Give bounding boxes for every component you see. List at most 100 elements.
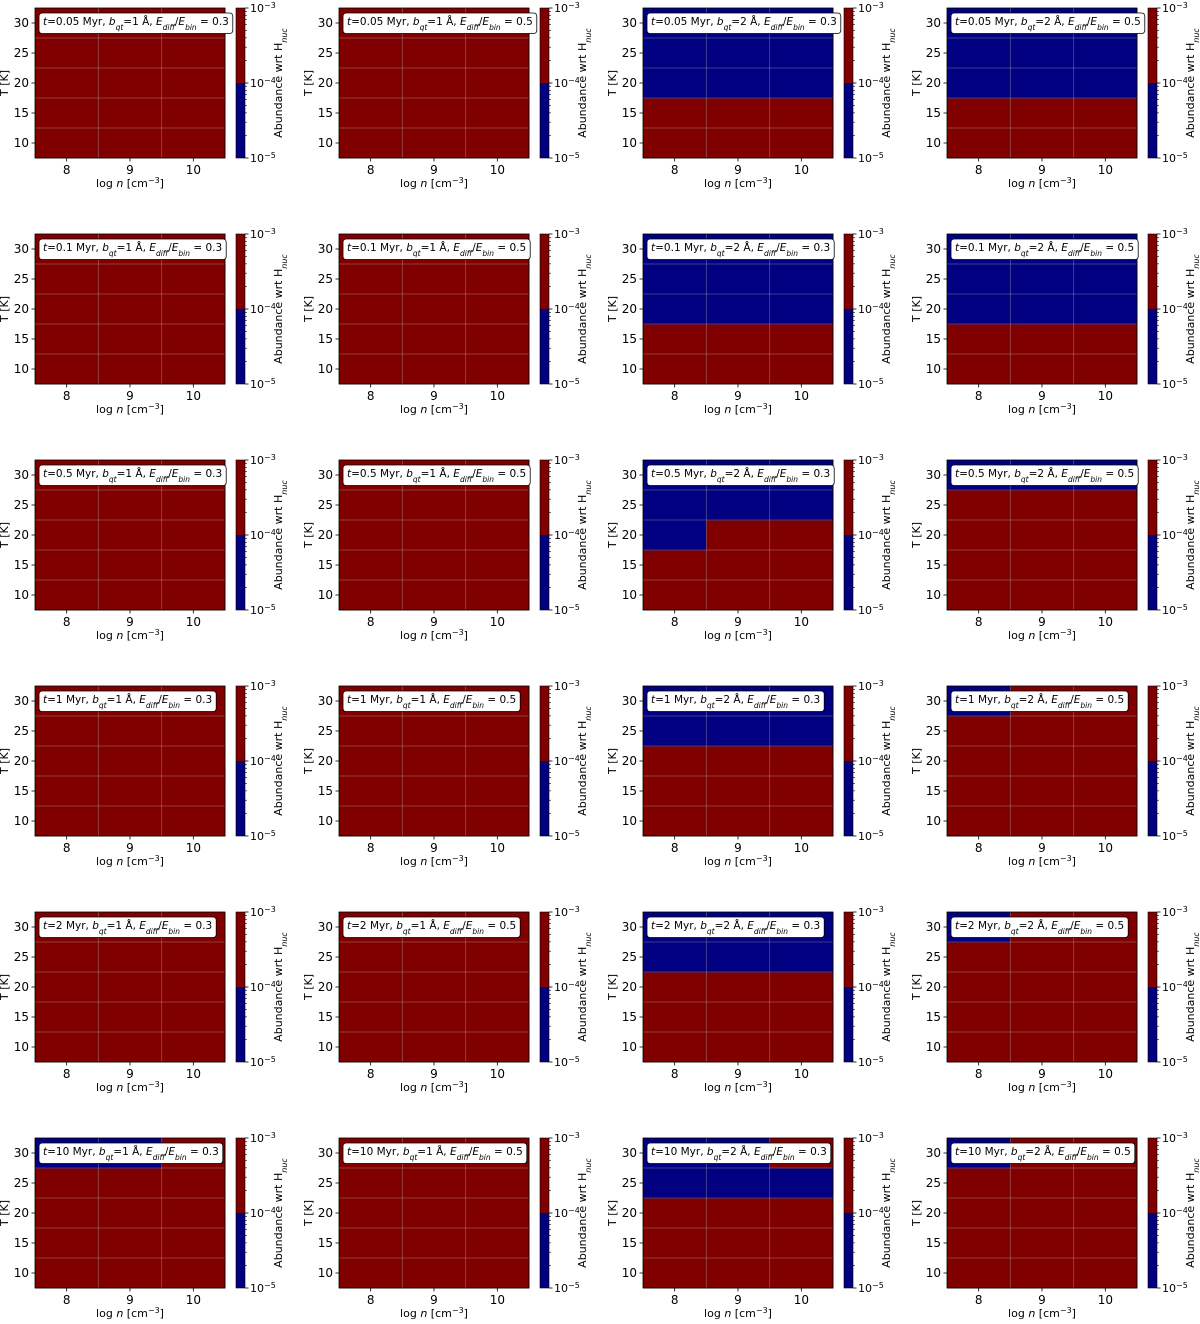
panel-title-box — [950, 238, 1139, 260]
panel-5: 8 9 10 10 15 20 25 30 log n [cm−3] T [K] t=0.1 Myr… — [0, 227, 289, 417]
heatmap-cell — [643, 68, 707, 99]
y-tick-label: 20 — [318, 528, 333, 542]
colorbar-segment-high — [1148, 8, 1157, 83]
heatmap-cell — [1010, 1228, 1075, 1259]
x-tick-label: 8 — [367, 1067, 375, 1081]
y-tick-label: 25 — [14, 950, 29, 964]
heatmap-cell — [98, 1032, 163, 1063]
y-tick-label: 15 — [14, 784, 29, 798]
heatmap-cell — [161, 490, 226, 521]
heatmap-cell — [402, 972, 467, 1003]
heatmap-cell — [706, 294, 771, 325]
panel-title: t=0.1 Myr, bqt=1 Å, Ediff/Ebin = 0.3 — [43, 241, 222, 258]
y-tick-label: 25 — [622, 272, 637, 286]
colorbar-tick-label: 10−3 — [1162, 227, 1188, 242]
heatmap-cell — [98, 580, 163, 611]
y-tick-label: 25 — [318, 272, 333, 286]
y-tick-label: 30 — [318, 694, 333, 708]
colorbar-tick-label: 10−4 — [858, 76, 884, 91]
y-axis-label: T [K] — [0, 70, 11, 97]
colorbar-segment-high — [540, 8, 549, 83]
colorbar-segment-high — [540, 912, 549, 987]
panel-title: t=0.1 Myr, bqt=2 Å, Ediff/Ebin = 0.3 — [651, 241, 830, 258]
heatmap-cell — [1073, 746, 1138, 777]
y-tick-label: 20 — [622, 302, 637, 316]
heatmap-cell — [769, 1002, 834, 1033]
colorbar: 10−3 10−4 10−5 Abundance wrt Hnuc — [843, 905, 897, 1069]
panel-title: t=2 Myr, bqt=2 Å, Ediff/Ebin = 0.5 — [955, 919, 1124, 936]
colorbar: 10−3 10−4 10−5 Abundance wrt Hnuc — [539, 1131, 593, 1295]
heatmap-cell — [1010, 38, 1075, 69]
colorbar-tick-label: 10−5 — [1162, 603, 1188, 618]
heatmap-cell — [769, 776, 834, 807]
colorbar-segment-low — [1148, 987, 1157, 1062]
heatmap-cell — [339, 972, 403, 1003]
heatmap-cell — [35, 776, 99, 807]
colorbar-tick-label: 10−5 — [1162, 829, 1188, 844]
panel-4: 8 9 10 10 15 20 25 30 log n [cm−3] T [K] t=0.05 My… — [910, 1, 1200, 191]
x-tick-label: 9 — [430, 1293, 438, 1307]
heatmap-cell — [402, 1228, 467, 1259]
y-tick-label: 30 — [318, 920, 333, 934]
y-tick-label: 30 — [926, 920, 941, 934]
x-tick-label: 8 — [671, 1067, 679, 1081]
y-tick-label: 25 — [926, 724, 941, 738]
heatmap-cell — [1073, 520, 1138, 551]
colorbar-label: Abundance wrt Hnuc — [880, 706, 897, 816]
heatmap-cell — [769, 264, 834, 295]
x-tick-label: 8 — [63, 389, 71, 403]
x-tick-label: 10 — [1098, 841, 1113, 855]
y-tick-label: 30 — [926, 468, 941, 482]
heatmap-cell — [35, 1168, 99, 1199]
heatmap-cell — [947, 38, 1011, 69]
colorbar-tick-label: 10−4 — [250, 528, 276, 543]
x-tick-label: 10 — [490, 1293, 505, 1307]
y-axis-label: T [K] — [302, 748, 315, 775]
panel-title: t=0.05 Myr, bqt=2 Å, Ediff/Ebin = 0.5 — [955, 15, 1141, 32]
colorbar-label: Abundance wrt Hnuc — [576, 254, 593, 364]
heatmap-cell — [98, 550, 163, 581]
x-tick-label: 9 — [126, 163, 134, 177]
colorbar-tick-label: 10−5 — [554, 829, 580, 844]
y-tick-label: 10 — [318, 814, 333, 828]
y-tick-label: 20 — [318, 76, 333, 90]
heatmap-cell — [947, 580, 1011, 611]
y-tick-label: 20 — [14, 528, 29, 542]
colorbar-label: Abundance wrt Hnuc — [1184, 480, 1200, 590]
heatmap-cell — [706, 580, 771, 611]
panel-title: t=2 Myr, bqt=1 Å, Ediff/Ebin = 0.3 — [43, 919, 212, 936]
colorbar-label: Abundance wrt Hnuc — [1184, 706, 1200, 816]
colorbar-tick-label: 10−4 — [554, 302, 580, 317]
panel-title-box — [950, 690, 1129, 712]
heatmap-cell — [465, 520, 530, 551]
heatmap-cell — [1010, 550, 1075, 581]
x-tick-label: 10 — [186, 841, 201, 855]
heatmap-cell — [98, 264, 163, 295]
heatmap-cell — [339, 746, 403, 777]
y-axis-label: T [K] — [302, 70, 315, 97]
heatmap-cell — [161, 580, 226, 611]
x-axis-label: log n [cm−3] — [1008, 854, 1076, 869]
heatmap-cell — [1073, 776, 1138, 807]
y-axis-label: T [K] — [606, 70, 619, 97]
heatmap-cell — [465, 716, 530, 747]
heatmap-cell — [465, 1002, 530, 1033]
heatmap-cell — [1010, 716, 1075, 747]
colorbar-tick-label: 10−3 — [1162, 679, 1188, 694]
x-tick-label: 9 — [734, 615, 742, 629]
colorbar-tick-label: 10−4 — [554, 980, 580, 995]
x-tick-label: 10 — [490, 163, 505, 177]
heatmap-cell — [35, 354, 99, 385]
y-tick-label: 30 — [14, 242, 29, 256]
colorbar-label: Abundance wrt Hnuc — [576, 706, 593, 816]
heatmap-cell — [465, 746, 530, 777]
x-tick-label: 9 — [430, 389, 438, 403]
colorbar-label: Abundance wrt Hnuc — [880, 1158, 897, 1268]
heatmap-cell — [769, 550, 834, 581]
colorbar-tick-label: 10−4 — [1162, 302, 1188, 317]
colorbar-tick-label: 10−5 — [858, 1281, 884, 1296]
heatmap-cell — [706, 1168, 771, 1199]
x-tick-label: 9 — [430, 1067, 438, 1081]
heatmap-cell — [402, 716, 467, 747]
colorbar-label: Abundance wrt Hnuc — [272, 254, 289, 364]
